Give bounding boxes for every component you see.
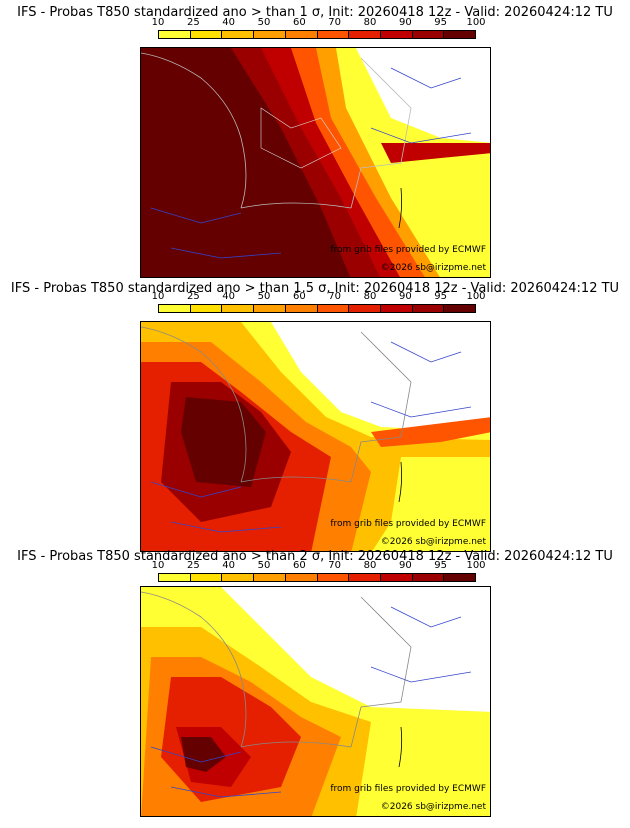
colorbar-label: 50 — [257, 560, 271, 571]
colorbar-segment — [412, 31, 445, 38]
colorbar-label: 60 — [292, 560, 306, 571]
colorbar-segment — [317, 574, 350, 581]
colorbar-segment — [254, 574, 286, 581]
colorbar-segment — [444, 305, 476, 312]
colorbar-segment — [285, 574, 318, 581]
colorbar-label: 80 — [363, 560, 377, 571]
colorbar-segment — [412, 574, 445, 581]
colorbar — [158, 573, 476, 582]
colorbar-segment — [412, 305, 445, 312]
colorbar-label: 90 — [398, 291, 412, 302]
colorbar-label: 100 — [466, 17, 486, 28]
colorbar-label: 60 — [292, 17, 306, 28]
colorbar-label: 95 — [434, 560, 448, 571]
colorbar-label: 50 — [257, 17, 271, 28]
colorbar-segment — [380, 305, 413, 312]
colorbar-label: 50 — [257, 291, 271, 302]
panel-2-sigma: IFS - Probas T850 standardized ano > tha… — [0, 547, 630, 823]
colorbar-segment — [349, 574, 381, 581]
colorbar-label: 70 — [328, 291, 342, 302]
colorbar-segment — [190, 31, 223, 38]
colorbar-segment — [190, 574, 223, 581]
colorbar-label: 25 — [186, 560, 200, 571]
colorbar-label: 40 — [222, 560, 236, 571]
colorbar-segment — [254, 305, 286, 312]
colorbar-label: 90 — [398, 560, 412, 571]
colorbar-label: 25 — [186, 291, 200, 302]
colorbar-segment — [444, 574, 476, 581]
colorbar-label: 10 — [151, 291, 165, 302]
colorbar-labels: 10 25 40 50 60 70 80 90 95 100 — [152, 560, 486, 572]
colorbar-segment — [222, 31, 255, 38]
colorbar-label: 80 — [363, 291, 377, 302]
source-credit: from grib files provided by ECMWF — [330, 784, 486, 794]
probability-map: from grib files provided by ECMWF ©2026 … — [140, 47, 491, 278]
colorbar-label: 95 — [434, 17, 448, 28]
colorbar — [158, 30, 476, 39]
source-credit: from grib files provided by ECMWF — [330, 519, 486, 529]
panel-title: IFS - Probas T850 standardized ano > tha… — [17, 549, 613, 564]
colorbar-segment — [159, 31, 191, 38]
copyright-credit: ©2026 sb@irizpme.net — [380, 263, 486, 273]
colorbar-segment — [380, 574, 413, 581]
colorbar-segment — [349, 31, 381, 38]
probability-map: from grib files provided by ECMWF ©2026 … — [140, 586, 491, 817]
colorbar-label: 95 — [434, 291, 448, 302]
colorbar-segment — [222, 305, 255, 312]
colorbar-label: 25 — [186, 17, 200, 28]
panel-title: IFS - Probas T850 standardized ano > tha… — [10, 281, 620, 296]
colorbar-segment — [285, 31, 318, 38]
colorbar-segment — [159, 305, 191, 312]
map-graphic — [141, 587, 490, 816]
probability-map: from grib files provided by ECMWF ©2026 … — [140, 321, 491, 552]
map-graphic — [141, 322, 490, 551]
colorbar-label: 10 — [151, 560, 165, 571]
panel-title: IFS - Probas T850 standardized ano > tha… — [17, 5, 613, 20]
colorbar-segment — [317, 31, 350, 38]
colorbar — [158, 304, 476, 313]
colorbar-label: 60 — [292, 291, 306, 302]
colorbar-segment — [444, 31, 476, 38]
colorbar-label: 70 — [328, 560, 342, 571]
colorbar-segment — [222, 574, 255, 581]
colorbar-label: 40 — [222, 291, 236, 302]
colorbar-label: 40 — [222, 17, 236, 28]
colorbar-label: 90 — [398, 17, 412, 28]
colorbar-segment — [254, 31, 286, 38]
colorbar-label: 80 — [363, 17, 377, 28]
map-graphic — [141, 48, 490, 277]
panel-1-5-sigma: IFS - Probas T850 standardized ano > tha… — [0, 274, 630, 552]
colorbar-segment — [317, 305, 350, 312]
colorbar-label: 10 — [151, 17, 165, 28]
colorbar-labels: 10 25 40 50 60 70 80 90 95 100 — [152, 291, 486, 303]
colorbar-segment — [190, 305, 223, 312]
colorbar-segment — [380, 31, 413, 38]
panel-1-sigma: IFS - Probas T850 standardized ano > tha… — [0, 0, 630, 278]
colorbar-labels: 10 25 40 50 60 70 80 90 95 100 — [152, 17, 486, 29]
copyright-credit: ©2026 sb@irizpme.net — [380, 802, 486, 812]
colorbar-label: 100 — [466, 291, 486, 302]
copyright-credit: ©2026 sb@irizpme.net — [380, 537, 486, 547]
source-credit: from grib files provided by ECMWF — [330, 245, 486, 255]
colorbar-segment — [159, 574, 191, 581]
colorbar-label: 100 — [466, 560, 486, 571]
colorbar-label: 70 — [328, 17, 342, 28]
colorbar-segment — [349, 305, 381, 312]
colorbar-segment — [285, 305, 318, 312]
